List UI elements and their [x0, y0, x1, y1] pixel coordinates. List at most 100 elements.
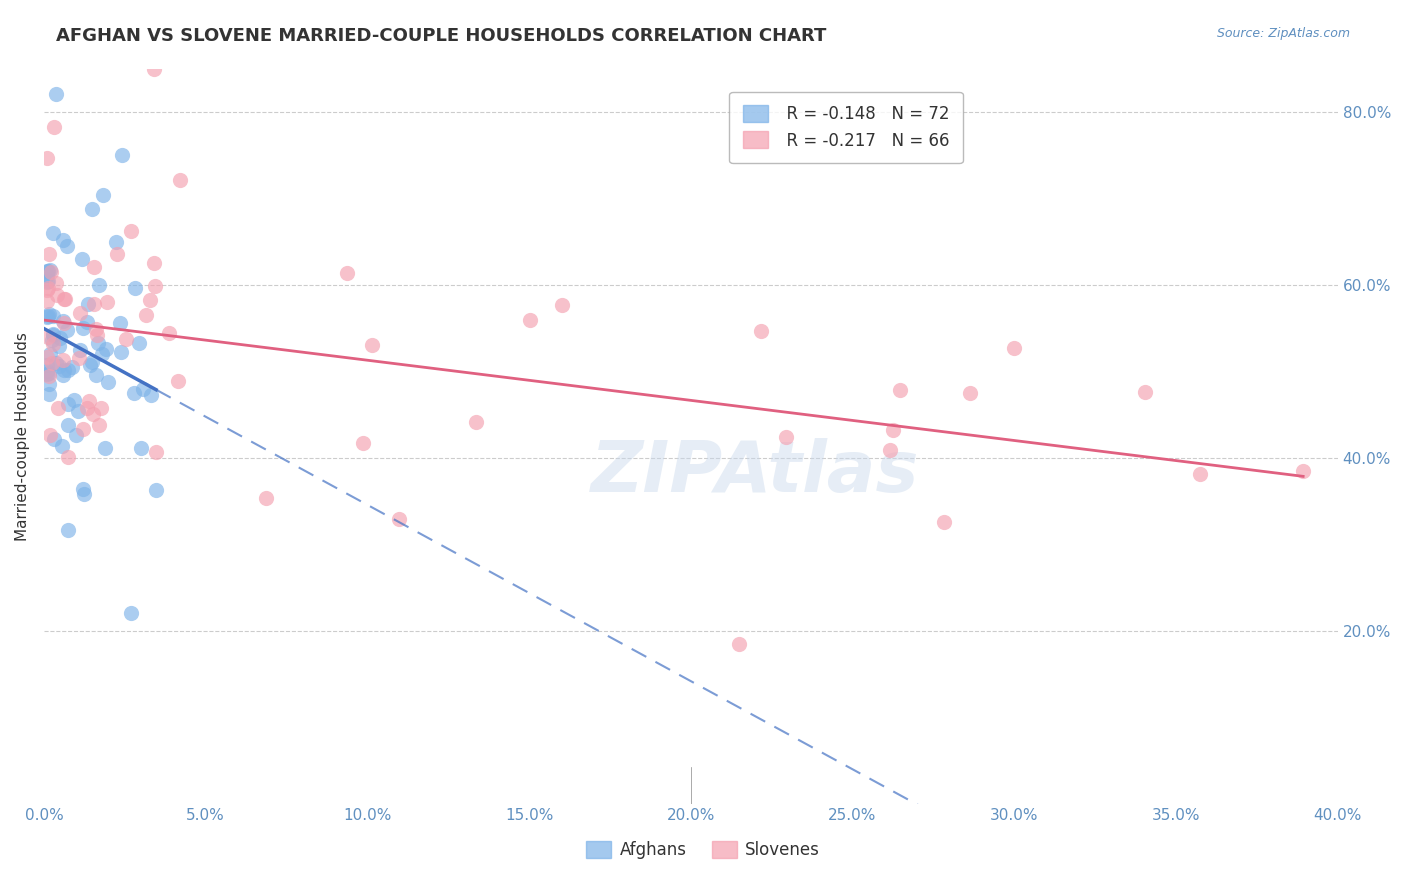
Point [959, 385, 981, 400]
Legend:   R = -0.148   N = 72,   R = -0.217   N = 66: R = -0.148 N = 72, R = -0.217 N = 66 [730, 92, 963, 163]
Point [62, 392, 84, 407]
Point [145, 483, 167, 497]
Point [52, 233, 75, 247]
Point [38, 376, 60, 391]
Point [58, 523, 80, 537]
Point [96, 295, 118, 310]
Point [73, 487, 96, 501]
Point [52, 368, 75, 382]
Point [37, 280, 59, 294]
Point [80, 355, 103, 369]
Point [69, 305, 91, 319]
Point [72, 482, 94, 496]
Point [77, 394, 100, 409]
Point [51, 439, 73, 453]
Point [53, 316, 76, 330]
Point [42, 327, 65, 342]
Point [41, 356, 63, 370]
Point [38, 367, 60, 381]
Point [37, 310, 59, 325]
Point [48, 359, 70, 374]
Point [76, 315, 98, 329]
Point [122, 386, 145, 401]
Text: ZIPAtlas: ZIPAtlas [591, 438, 920, 508]
Point [72, 320, 94, 334]
Point [37, 275, 59, 289]
Point [37, 264, 59, 278]
Point [124, 281, 146, 295]
Point [84, 368, 107, 383]
Point [56, 238, 79, 252]
Point [38, 247, 60, 261]
Point [56, 397, 79, 411]
Point [111, 148, 134, 162]
Point [42, 432, 65, 446]
Point [143, 279, 166, 293]
Point [45, 277, 67, 291]
Legend: Afghans, Slovenes: Afghans, Slovenes [579, 834, 827, 866]
Point [83, 260, 105, 274]
Point [143, 62, 166, 76]
Point [37, 283, 59, 297]
Point [79, 358, 101, 372]
Point [37, 264, 59, 278]
Point [87, 417, 110, 432]
Point [39, 265, 62, 279]
Point [728, 637, 751, 651]
Point [52, 352, 75, 367]
Point [84, 322, 107, 336]
Point [110, 345, 132, 359]
Point [67, 351, 90, 365]
Point [1002, 341, 1025, 355]
Point [38, 347, 60, 361]
Point [39, 263, 62, 277]
Point [1188, 467, 1211, 482]
Point [352, 435, 374, 450]
Point [37, 268, 59, 282]
Point [889, 383, 911, 397]
Point [97, 375, 120, 389]
Point [1292, 464, 1315, 478]
Point [775, 430, 797, 444]
Point [82, 407, 104, 421]
Point [41, 333, 63, 347]
Point [56, 417, 79, 432]
Point [56, 362, 79, 376]
Point [145, 445, 167, 459]
Point [90, 401, 112, 415]
Point [94, 343, 117, 357]
Point [46, 288, 69, 302]
Point [129, 441, 152, 455]
Y-axis label: Married-couple Households: Married-couple Households [15, 332, 30, 541]
Point [37, 330, 59, 344]
Point [53, 293, 76, 307]
Point [120, 223, 142, 237]
Point [37, 151, 59, 165]
Point [45, 356, 67, 370]
Point [76, 296, 98, 310]
Point [128, 336, 150, 351]
Point [65, 428, 87, 442]
Point [37, 293, 59, 308]
Point [38, 307, 60, 321]
Point [388, 511, 411, 525]
Point [37, 309, 59, 323]
Point [464, 415, 486, 429]
Point [138, 293, 160, 308]
Point [82, 202, 104, 216]
Point [139, 388, 162, 402]
Point [38, 428, 60, 442]
Point [254, 491, 277, 505]
Text: AFGHAN VS SLOVENE MARRIED-COUPLE HOUSEHOLDS CORRELATION CHART: AFGHAN VS SLOVENE MARRIED-COUPLE HOUSEHO… [56, 27, 827, 45]
Point [76, 401, 98, 415]
Point [143, 256, 166, 270]
Point [42, 337, 65, 351]
Point [48, 401, 70, 415]
Point [157, 326, 180, 340]
Point [749, 324, 772, 338]
Point [37, 358, 59, 372]
Point [87, 277, 110, 292]
Point [91, 188, 114, 202]
Point [169, 173, 191, 187]
Point [108, 316, 131, 330]
